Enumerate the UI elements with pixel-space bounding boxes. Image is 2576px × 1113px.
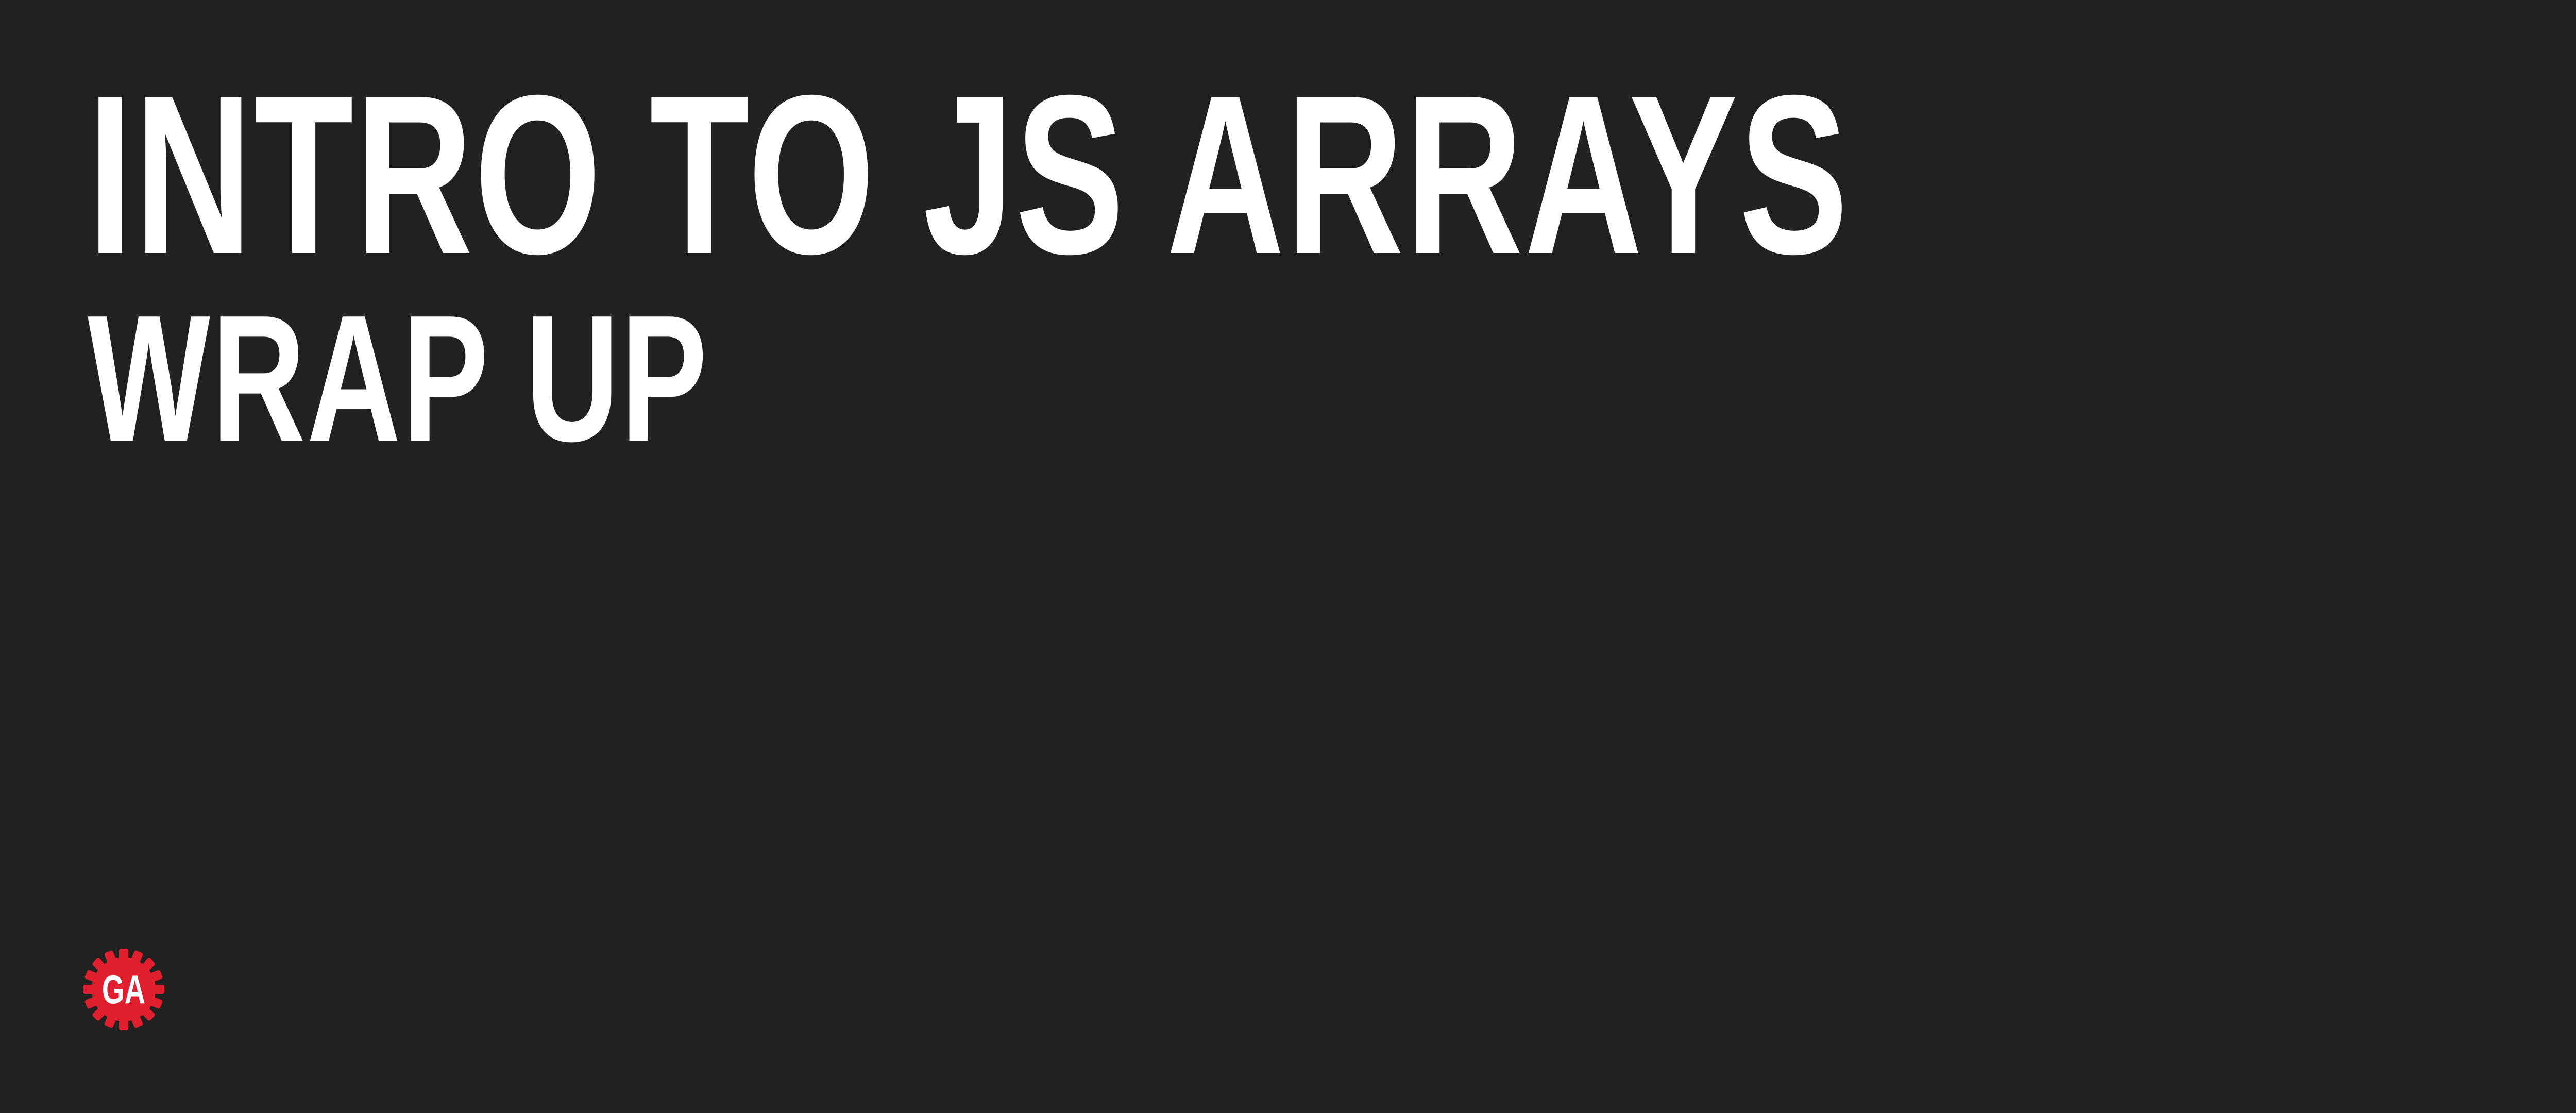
ga-gear-logo-icon: GA xyxy=(83,949,164,1030)
ga-logo-text: GA xyxy=(102,967,145,1012)
ga-logo: GA xyxy=(80,946,167,1033)
slide-subtitle: WRAP UP xyxy=(88,278,709,479)
slide-title: INTRO TO JS ARRAYS xyxy=(88,48,1850,301)
